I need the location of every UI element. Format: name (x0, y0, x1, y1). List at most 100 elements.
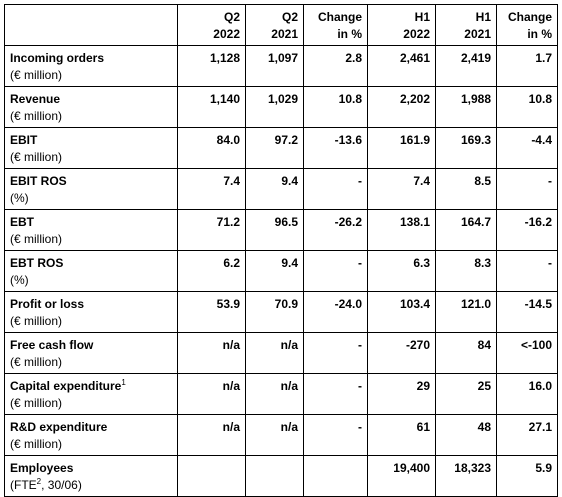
value-cell: 84.0 (177, 127, 246, 169)
row-label-text: Revenue (10, 92, 61, 106)
value-cell: 61 (367, 414, 436, 456)
value-cell: 6.3 (367, 250, 436, 292)
header-row: Q2 2022 Q2 2021 Change in % H1 2022 H1 2… (4, 4, 558, 46)
header-line1: Q2 (223, 10, 240, 24)
table-row: Capital expenditure1 (€ million) n/a n/a -29… (4, 373, 558, 415)
value-cell: - (303, 373, 368, 415)
row-unit-text: (FTE (10, 478, 37, 492)
table-body: Q2 2022 Q2 2021 Change in % H1 2022 H1 2… (4, 4, 558, 497)
row-label: EBIT (10, 132, 172, 149)
row-unit-text: (%) (10, 191, 29, 205)
value-cell: 2,419 (435, 45, 497, 87)
row-label-cell: Profit or loss (€ million) (4, 291, 178, 333)
value-cell: 10.8 (496, 86, 558, 128)
header-line1: Change (507, 10, 552, 24)
row-unit-text: (€ million) (10, 396, 63, 410)
row-unit: (%) (10, 190, 172, 207)
row-unit-text: (€ million) (10, 68, 63, 82)
row-unit-text: (€ million) (10, 355, 63, 369)
table-row: EBT ROS (%) 6.2 9.4-6.3 8.3- (4, 250, 558, 292)
row-label: Revenue (10, 91, 172, 108)
header-cell-h1-change: Change in % (496, 4, 558, 46)
value-cell: 25 (435, 373, 497, 415)
value-cell: -270 (367, 332, 436, 374)
value-cell: 16.0 (496, 373, 558, 415)
row-unit: (€ million) (10, 149, 172, 166)
value-cell: -16.2 (496, 209, 558, 251)
value-cell (245, 455, 304, 497)
value-cell: <-100 (496, 332, 558, 374)
table-row: Profit or loss (€ million) 53.9 70.9 -24.0 10… (4, 291, 558, 333)
row-label-cell: EBIT ROS (%) (4, 168, 178, 210)
value-cell: n/a (245, 332, 304, 374)
row-label-cell: EBIT (€ million) (4, 127, 178, 169)
table-row: Incoming orders (€ million) 1,128 1,097 2.8 2… (4, 45, 558, 87)
row-unit: (€ million) (10, 395, 172, 412)
value-cell: 1,128 (177, 45, 246, 87)
value-cell: 138.1 (367, 209, 436, 251)
row-label-text: Incoming orders (10, 51, 105, 65)
row-label-text: Capital expenditure (10, 379, 122, 393)
row-unit: (€ million) (10, 354, 172, 371)
header-cell-q2-2021: Q2 2021 (245, 4, 304, 46)
value-cell: 8.3 (435, 250, 497, 292)
value-cell: -13.6 (303, 127, 368, 169)
row-label-text: Employees (10, 461, 74, 475)
value-cell: - (496, 250, 558, 292)
value-cell: -14.5 (496, 291, 558, 333)
value-cell: 96.5 (245, 209, 304, 251)
value-cell: 19,400 (367, 455, 436, 497)
value-cell: - (303, 250, 368, 292)
row-unit: (€ million) (10, 231, 172, 248)
table-row: EBIT (€ million) 84.0 97.2 -13.6 161.9 169.3 -4… (4, 127, 558, 169)
row-unit-text: (€ million) (10, 150, 63, 164)
key-figures-table: Q2 2022 Q2 2021 Change in % H1 2022 H1 2… (4, 4, 558, 497)
row-label-text: EBIT ROS (10, 174, 67, 188)
row-label: EBIT ROS (10, 173, 172, 190)
row-label-text: EBT ROS (10, 256, 64, 270)
table-row: EBIT ROS (%) 7.4 9.4-7.4 8.5- (4, 168, 558, 210)
row-unit-text: (€ million) (10, 437, 63, 451)
table-row: R&D expenditure (€ million) n/a n/a -61 48 27.… (4, 414, 558, 456)
value-cell: 1,140 (177, 86, 246, 128)
value-cell: 27.1 (496, 414, 558, 456)
table-row: Employees (FTE2, 30/06) 19,400 18,323 5.9 (4, 455, 558, 497)
table-row: EBT (€ million) 71.2 96.5 -26.2 138.1 164.7 -16… (4, 209, 558, 251)
value-cell: -24.0 (303, 291, 368, 333)
header-cell-q2-2022: Q2 2022 (177, 4, 246, 46)
row-label: Profit or loss (10, 296, 172, 313)
row-label-text: R&D expenditure (10, 420, 108, 434)
value-cell: n/a (177, 332, 246, 374)
value-cell: 2.8 (303, 45, 368, 87)
value-cell: 9.4 (245, 168, 304, 210)
value-cell: n/a (177, 373, 246, 415)
row-label-cell: EBT ROS (%) (4, 250, 178, 292)
row-unit: (€ million) (10, 313, 172, 330)
value-cell: 2,461 (367, 45, 436, 87)
value-cell: 1,029 (245, 86, 304, 128)
row-unit: (%) (10, 272, 172, 289)
value-cell: 70.9 (245, 291, 304, 333)
row-label-cell: Employees (FTE2, 30/06) (4, 455, 178, 497)
row-unit: (€ million) (10, 108, 172, 125)
row-unit-text: (%) (10, 273, 29, 287)
value-cell: 103.4 (367, 291, 436, 333)
header-line2: 2021 (271, 27, 298, 41)
row-unit: (€ million) (10, 67, 172, 84)
table-row: Revenue (€ million) 1,140 1,029 10.8 2,202 1,9… (4, 86, 558, 128)
value-cell (177, 455, 246, 497)
header-line2: in % (527, 27, 552, 41)
value-cell: 48 (435, 414, 497, 456)
row-label: Employees (10, 460, 172, 477)
row-label-cell: R&D expenditure (€ million) (4, 414, 178, 456)
value-cell: 121.0 (435, 291, 497, 333)
header-cell-q2-change: Change in % (303, 4, 368, 46)
value-cell: 164.7 (435, 209, 497, 251)
table-row: Free cash flow (€ million) n/a n/a - -270 84 <-… (4, 332, 558, 374)
header-line2: 2022 (403, 27, 430, 41)
header-line1: Q2 (281, 10, 298, 24)
value-cell: n/a (245, 373, 304, 415)
header-line2: 2022 (213, 27, 240, 41)
value-cell (303, 455, 368, 497)
header-cell-empty (4, 4, 178, 46)
